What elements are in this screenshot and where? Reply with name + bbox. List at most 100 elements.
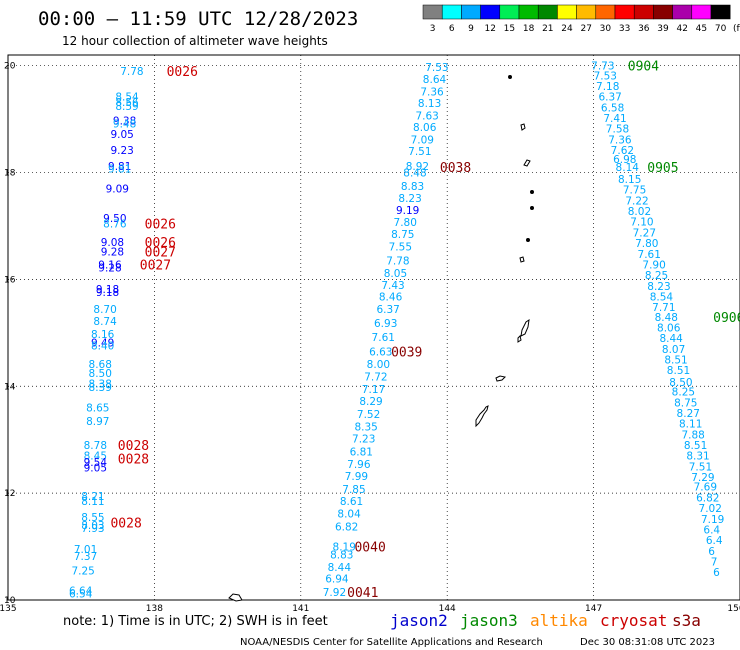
lat-tick-label: 12	[4, 489, 15, 499]
wave-height-value: 8.23	[398, 193, 421, 205]
altimeter-tracks: 7.788.548.568.599.389.489.059.239.819.81…	[69, 61, 724, 601]
wave-height-value: 8.48	[403, 168, 426, 180]
wave-height-value: 7	[711, 557, 718, 569]
colorbar-swatch	[499, 4, 520, 20]
asuncion-island	[530, 206, 534, 210]
wave-height-value: 8.56	[115, 97, 139, 109]
wave-height-value: 8.46	[379, 292, 403, 304]
pass-time-label: 0905	[647, 161, 678, 176]
wave-height-value: 6.64	[69, 585, 93, 597]
colorbar-label: 42	[676, 24, 687, 34]
wave-height-value: 9.28	[98, 263, 121, 275]
wave-height-value: 8.83	[330, 550, 353, 562]
rota-island	[495, 375, 507, 382]
wave-height-value: 9.81	[108, 161, 131, 173]
lon-tick-label: 147	[585, 604, 602, 614]
wave-height-value: 8.25	[672, 387, 695, 399]
lon-tick-label: 135	[0, 604, 17, 614]
wave-height-value: 7.69	[694, 482, 717, 494]
wave-height-value: 9.09	[106, 184, 129, 196]
wave-height-value: 6	[713, 567, 720, 579]
wave-height-value: 7.23	[352, 434, 375, 446]
wave-height-value: 7.10	[630, 217, 653, 229]
wave-height-value: 7.63	[415, 110, 438, 122]
colorbar-swatch	[422, 4, 443, 20]
wave-height-value: 8.48	[655, 312, 678, 324]
wave-height-value: 9.48	[113, 118, 136, 130]
wave-height-value: 7.90	[642, 259, 665, 271]
wave-height-value: 8.51	[684, 440, 707, 452]
wave-height-value: 7.72	[364, 372, 387, 384]
wave-height-value: 7.96	[347, 459, 371, 471]
pass-time-label: 0028	[118, 452, 149, 467]
satellite-legend-item: s3a	[672, 611, 701, 630]
wave-height-value: 8.25	[645, 270, 668, 282]
colorbar-swatch	[653, 4, 673, 20]
wave-height-value: 7.36	[608, 134, 632, 146]
map-subtitle: 12 hour collection of altimeter wave hei…	[62, 34, 328, 48]
anatahan-island	[520, 123, 526, 131]
colorbar-label: 24	[561, 24, 573, 34]
wave-height-value: 7.17	[362, 384, 385, 396]
colorbar-label: 27	[580, 24, 591, 34]
colorbar-swatch	[710, 4, 731, 20]
wave-height-value: 9.05	[84, 462, 107, 474]
colorbar-swatch	[441, 4, 462, 20]
wave-height-value: 8.35	[354, 421, 377, 433]
colorbar-label: 36	[638, 24, 650, 34]
wave-height-value: 8.45	[84, 451, 107, 463]
colorbar-label: 3	[430, 24, 436, 34]
wave-height-value: 8.92	[406, 161, 429, 173]
wave-height-value: 8.83	[401, 181, 424, 193]
colorbar-swatch	[480, 4, 501, 20]
wave-height-value: 8.54	[650, 292, 674, 304]
wave-height-value: 7.02	[699, 503, 722, 515]
wave-height-value: 6	[708, 546, 715, 558]
pass-time-label: 0027	[145, 246, 176, 261]
wave-height-value: 7.01	[74, 544, 97, 556]
colorbar-label: 21	[542, 24, 553, 34]
wave-height-value: 8.11	[679, 419, 702, 431]
wave-height-value: 6.37	[376, 304, 399, 316]
lon-tick-label: 138	[146, 604, 163, 614]
colorbar-swatch	[633, 4, 654, 20]
wave-height-value: 9.81	[108, 163, 131, 175]
colorbar-swatch	[691, 4, 712, 20]
wave-height-value: 8.16	[91, 329, 115, 341]
wave-height-value: 7.58	[606, 124, 629, 136]
lon-tick-label: 141	[292, 604, 309, 614]
wave-height-value: 9.38	[113, 116, 136, 128]
colorbar-swatch	[576, 4, 597, 20]
wave-height-value: 6.82	[696, 492, 719, 504]
wave-height-value: 8.61	[340, 496, 363, 508]
wave-height-value: 7.62	[611, 145, 634, 157]
wave-height-value: 7.53	[425, 62, 448, 74]
pass-time-label: 0026	[167, 65, 198, 80]
wave-height-value: 7.78	[386, 256, 409, 268]
colorbar-swatch	[595, 4, 616, 20]
wave-height-value: 7.80	[394, 217, 417, 229]
wave-height-value: 6.94	[325, 574, 349, 586]
wave-height-value: 8.40	[91, 341, 114, 353]
wave-height-value: 7.73	[591, 61, 614, 73]
pass-time-label: 0906	[713, 311, 740, 326]
lon-tick-label: 150	[727, 604, 740, 614]
lat-tick-label: 18	[4, 169, 16, 179]
wave-height-value: 9.19	[396, 205, 419, 217]
wave-height-value: 8.06	[657, 323, 681, 335]
wave-height-value: 8.23	[647, 281, 670, 293]
wave-height-value: 8.55	[81, 512, 104, 524]
colorbar-label: 39	[657, 24, 669, 34]
colorbar-swatch	[614, 4, 635, 20]
wave-height-value: 8.02	[628, 206, 651, 218]
wave-height-value: 8.31	[686, 451, 709, 463]
wave-height-value: 7.61	[638, 249, 661, 261]
wave-height-value: 8.75	[674, 397, 697, 409]
alamagan-island	[519, 256, 525, 263]
satellite-legend-item: altika	[530, 611, 588, 630]
colorbar-swatch	[461, 4, 481, 20]
wave-height-value: 8.19	[333, 542, 356, 554]
wave-height-value: 7.93	[81, 523, 104, 535]
wave-height-value: 7.29	[691, 472, 714, 484]
